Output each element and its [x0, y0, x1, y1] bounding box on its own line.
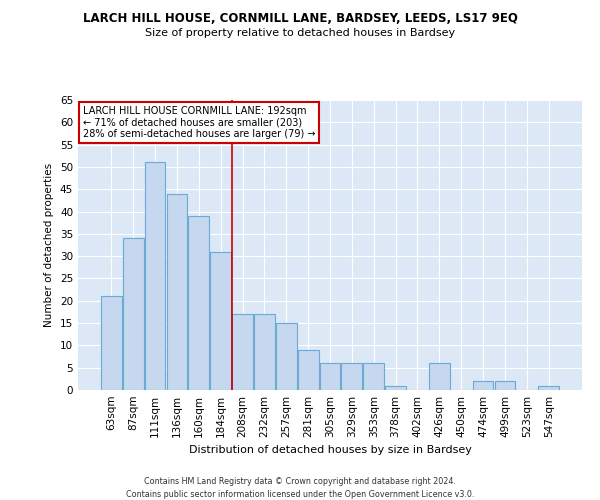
Bar [298, 350, 319, 390]
Text: Contains public sector information licensed under the Open Government Licence v3: Contains public sector information licen… [126, 490, 474, 499]
Bar [341, 363, 362, 390]
Bar [210, 252, 231, 390]
Bar [320, 363, 340, 390]
Bar [494, 381, 515, 390]
Bar [385, 386, 406, 390]
Bar [167, 194, 187, 390]
Bar [232, 314, 253, 390]
Bar [538, 386, 559, 390]
Bar [364, 363, 384, 390]
Bar [188, 216, 209, 390]
Bar [429, 363, 450, 390]
Bar [254, 314, 275, 390]
Bar [123, 238, 143, 390]
Text: LARCH HILL HOUSE, CORNMILL LANE, BARDSEY, LEEDS, LS17 9EQ: LARCH HILL HOUSE, CORNMILL LANE, BARDSEY… [83, 12, 517, 26]
Y-axis label: Number of detached properties: Number of detached properties [44, 163, 55, 327]
Bar [276, 323, 296, 390]
X-axis label: Distribution of detached houses by size in Bardsey: Distribution of detached houses by size … [188, 446, 472, 456]
Text: Size of property relative to detached houses in Bardsey: Size of property relative to detached ho… [145, 28, 455, 38]
Text: Contains HM Land Registry data © Crown copyright and database right 2024.: Contains HM Land Registry data © Crown c… [144, 478, 456, 486]
Bar [473, 381, 493, 390]
Text: LARCH HILL HOUSE CORNMILL LANE: 192sqm
← 71% of detached houses are smaller (203: LARCH HILL HOUSE CORNMILL LANE: 192sqm ←… [83, 106, 316, 139]
Bar [145, 162, 166, 390]
Bar [101, 296, 122, 390]
